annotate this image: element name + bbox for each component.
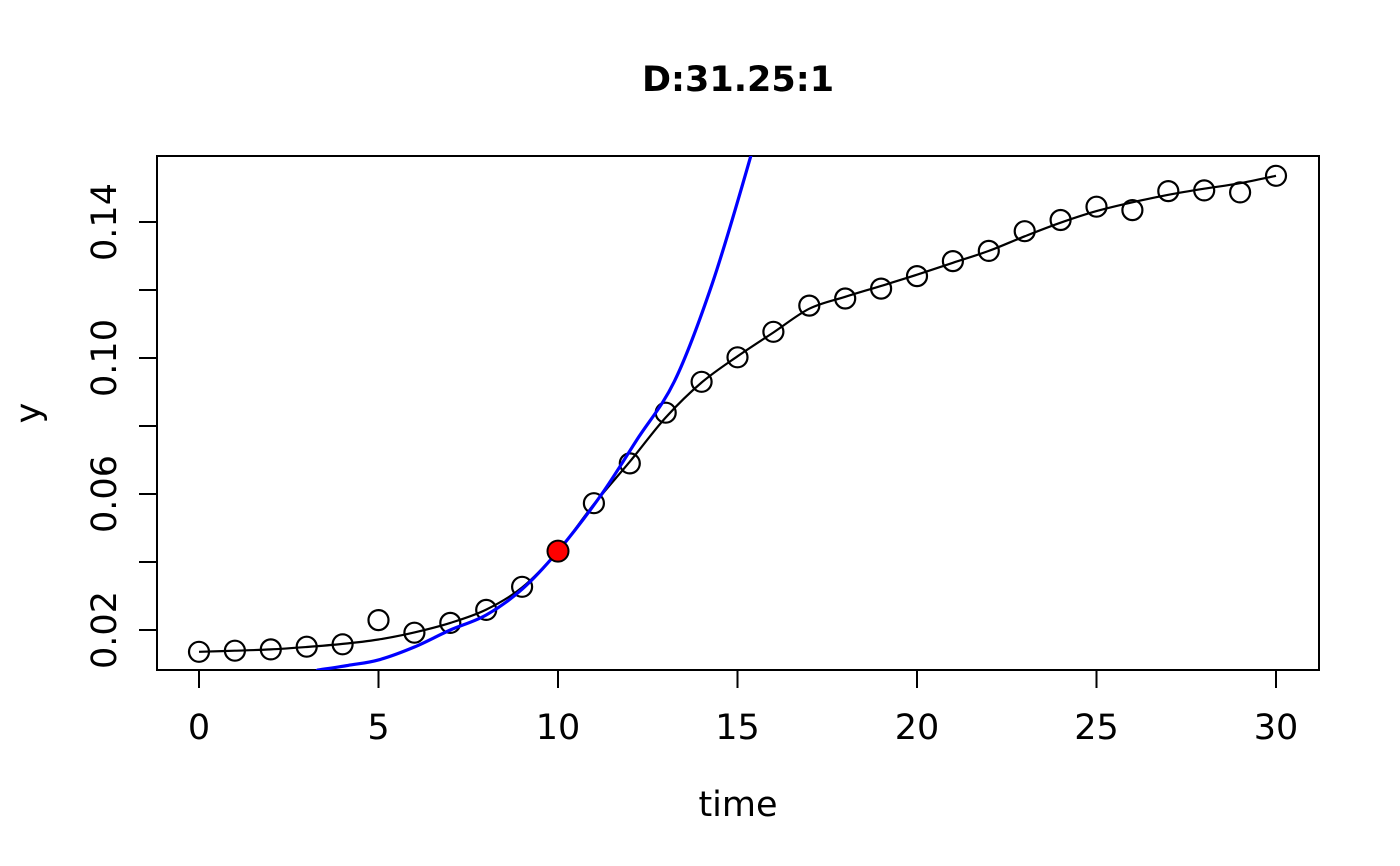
data-point [259, 638, 282, 661]
x-tick-label: 15 [715, 708, 760, 748]
plot-box [156, 155, 1320, 671]
y-tick-label: 0.10 [85, 319, 125, 397]
data-point [582, 492, 606, 515]
x-tick-label: 0 [188, 708, 210, 748]
data-point [510, 575, 534, 598]
y-tick-label: 0.06 [85, 455, 125, 533]
data-point [762, 320, 785, 343]
data-point [905, 265, 929, 288]
data-point [834, 287, 857, 310]
fitted-curve [198, 174, 1277, 653]
data-point [223, 639, 246, 662]
data-point [331, 633, 354, 656]
x-tick-label: 25 [1074, 708, 1119, 748]
x-tick-label: 5 [367, 708, 389, 748]
data-point [367, 608, 390, 632]
x-axis-title: time [698, 785, 777, 825]
data-point [187, 640, 211, 663]
data-point [1121, 199, 1144, 222]
highlight-point [546, 539, 570, 563]
plot-area: 0 5 10 15 20 25 30 0.02 0.06 0.10 0.14 [85, 155, 1320, 748]
exponential-curve [315, 156, 753, 670]
data-point [1049, 208, 1072, 232]
data-point [1085, 195, 1108, 218]
data-point [690, 370, 713, 393]
x-tick-label: 30 [1254, 708, 1299, 748]
data-point [726, 346, 749, 369]
data-point [869, 277, 893, 300]
data-point [295, 635, 318, 658]
data-point [1228, 181, 1252, 204]
chart-title: D:31.25:1 [642, 60, 834, 100]
data-point [1193, 179, 1216, 202]
data-point [439, 611, 462, 635]
data-point [941, 250, 965, 273]
data-point [1013, 220, 1036, 243]
y-tick-label: 0.02 [85, 591, 125, 669]
y-axis-title: y [9, 403, 49, 424]
data-point [977, 239, 1000, 262]
data-point [1157, 180, 1180, 203]
data-point [1264, 164, 1288, 187]
data-point [798, 294, 821, 317]
data-point [403, 621, 426, 644]
x-tick-label: 10 [536, 708, 581, 748]
x-tick-label: 20 [895, 708, 940, 748]
y-tick-label: 0.14 [85, 183, 125, 261]
